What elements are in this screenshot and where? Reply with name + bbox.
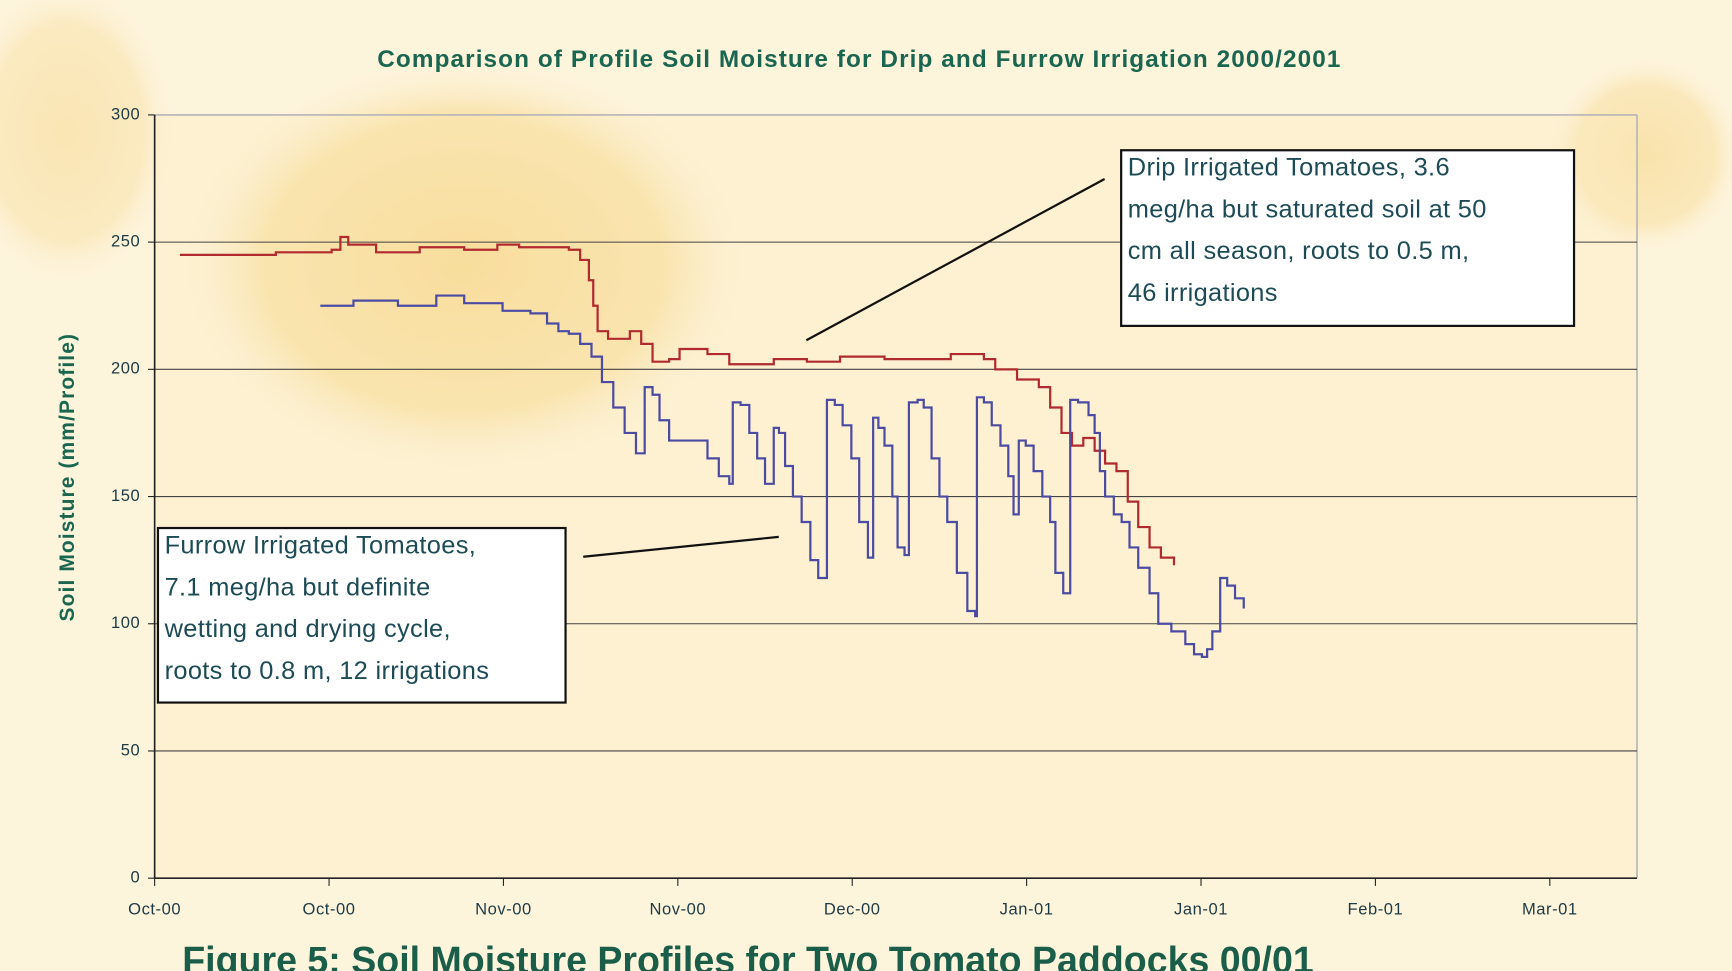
annotation-box bbox=[1120, 149, 1576, 327]
y-axis-label: Soil Moisture (mm/Profile) bbox=[56, 333, 79, 622]
x-tick-label: Jan-01 bbox=[1000, 900, 1054, 919]
annotation-text: Drip Irrigated Tomatoes, 3.6 bbox=[1128, 154, 1450, 182]
x-tick-label: Nov-00 bbox=[475, 900, 532, 919]
annotations: Drip Irrigated Tomatoes, 3.6 meg/ha but s… bbox=[156, 149, 1576, 704]
lines bbox=[179, 235, 1245, 658]
x-tick-label: Feb-01 bbox=[1348, 900, 1404, 919]
annotation-text: meg/ha but saturated soil at 50 bbox=[1128, 195, 1487, 223]
x-tick-label: Nov-00 bbox=[650, 900, 707, 919]
series-line bbox=[320, 294, 1245, 658]
background-blob bbox=[176, 55, 752, 476]
y-tick-label: 250 bbox=[111, 231, 140, 250]
y-tick-label: 150 bbox=[111, 486, 140, 505]
y-tick-label: 50 bbox=[121, 740, 141, 759]
x-tick-label: Mar-01 bbox=[1522, 900, 1578, 919]
y-tick-label: 300 bbox=[111, 104, 140, 123]
leader-line bbox=[805, 178, 1106, 342]
leader-line bbox=[583, 535, 779, 558]
annotation-text: 46 irrigations bbox=[1128, 279, 1278, 307]
annotation-text: cm all season, roots to 0.5 m, bbox=[1128, 237, 1470, 265]
annotation-text: roots to 0.8 m, 12 irrigations bbox=[165, 657, 490, 685]
figure-caption: Figure 5: Soil Moisture Profiles for Two… bbox=[182, 939, 1313, 971]
chart-title: Comparison of Profile Soil Moisture for … bbox=[377, 46, 1341, 73]
x-tick-label: Oct-00 bbox=[303, 900, 356, 919]
annotation-text: Furrow Irrigated Tomatoes, bbox=[165, 532, 477, 560]
y-tick-label: 200 bbox=[111, 359, 140, 378]
x-tick-label: Dec-00 bbox=[824, 900, 881, 919]
series-line bbox=[179, 235, 1176, 566]
y-tick-label: 0 bbox=[131, 868, 141, 887]
background-blob bbox=[1546, 55, 1732, 255]
x-tick-label: Oct-00 bbox=[128, 900, 181, 919]
x-tick-label: Jan-01 bbox=[1174, 900, 1228, 919]
annotation-text: wetting and drying cycle, bbox=[164, 615, 451, 643]
grid: 0 50 100 150 200 250 300 Oct-00 Oct-00 Nov-00 Nov-… bbox=[111, 104, 1638, 919]
background-blob bbox=[0, 0, 177, 288]
annotation-box bbox=[156, 526, 567, 704]
y-tick-label: 100 bbox=[111, 613, 140, 632]
annotation-text: 7.1 meg/ha but definite bbox=[165, 573, 431, 601]
